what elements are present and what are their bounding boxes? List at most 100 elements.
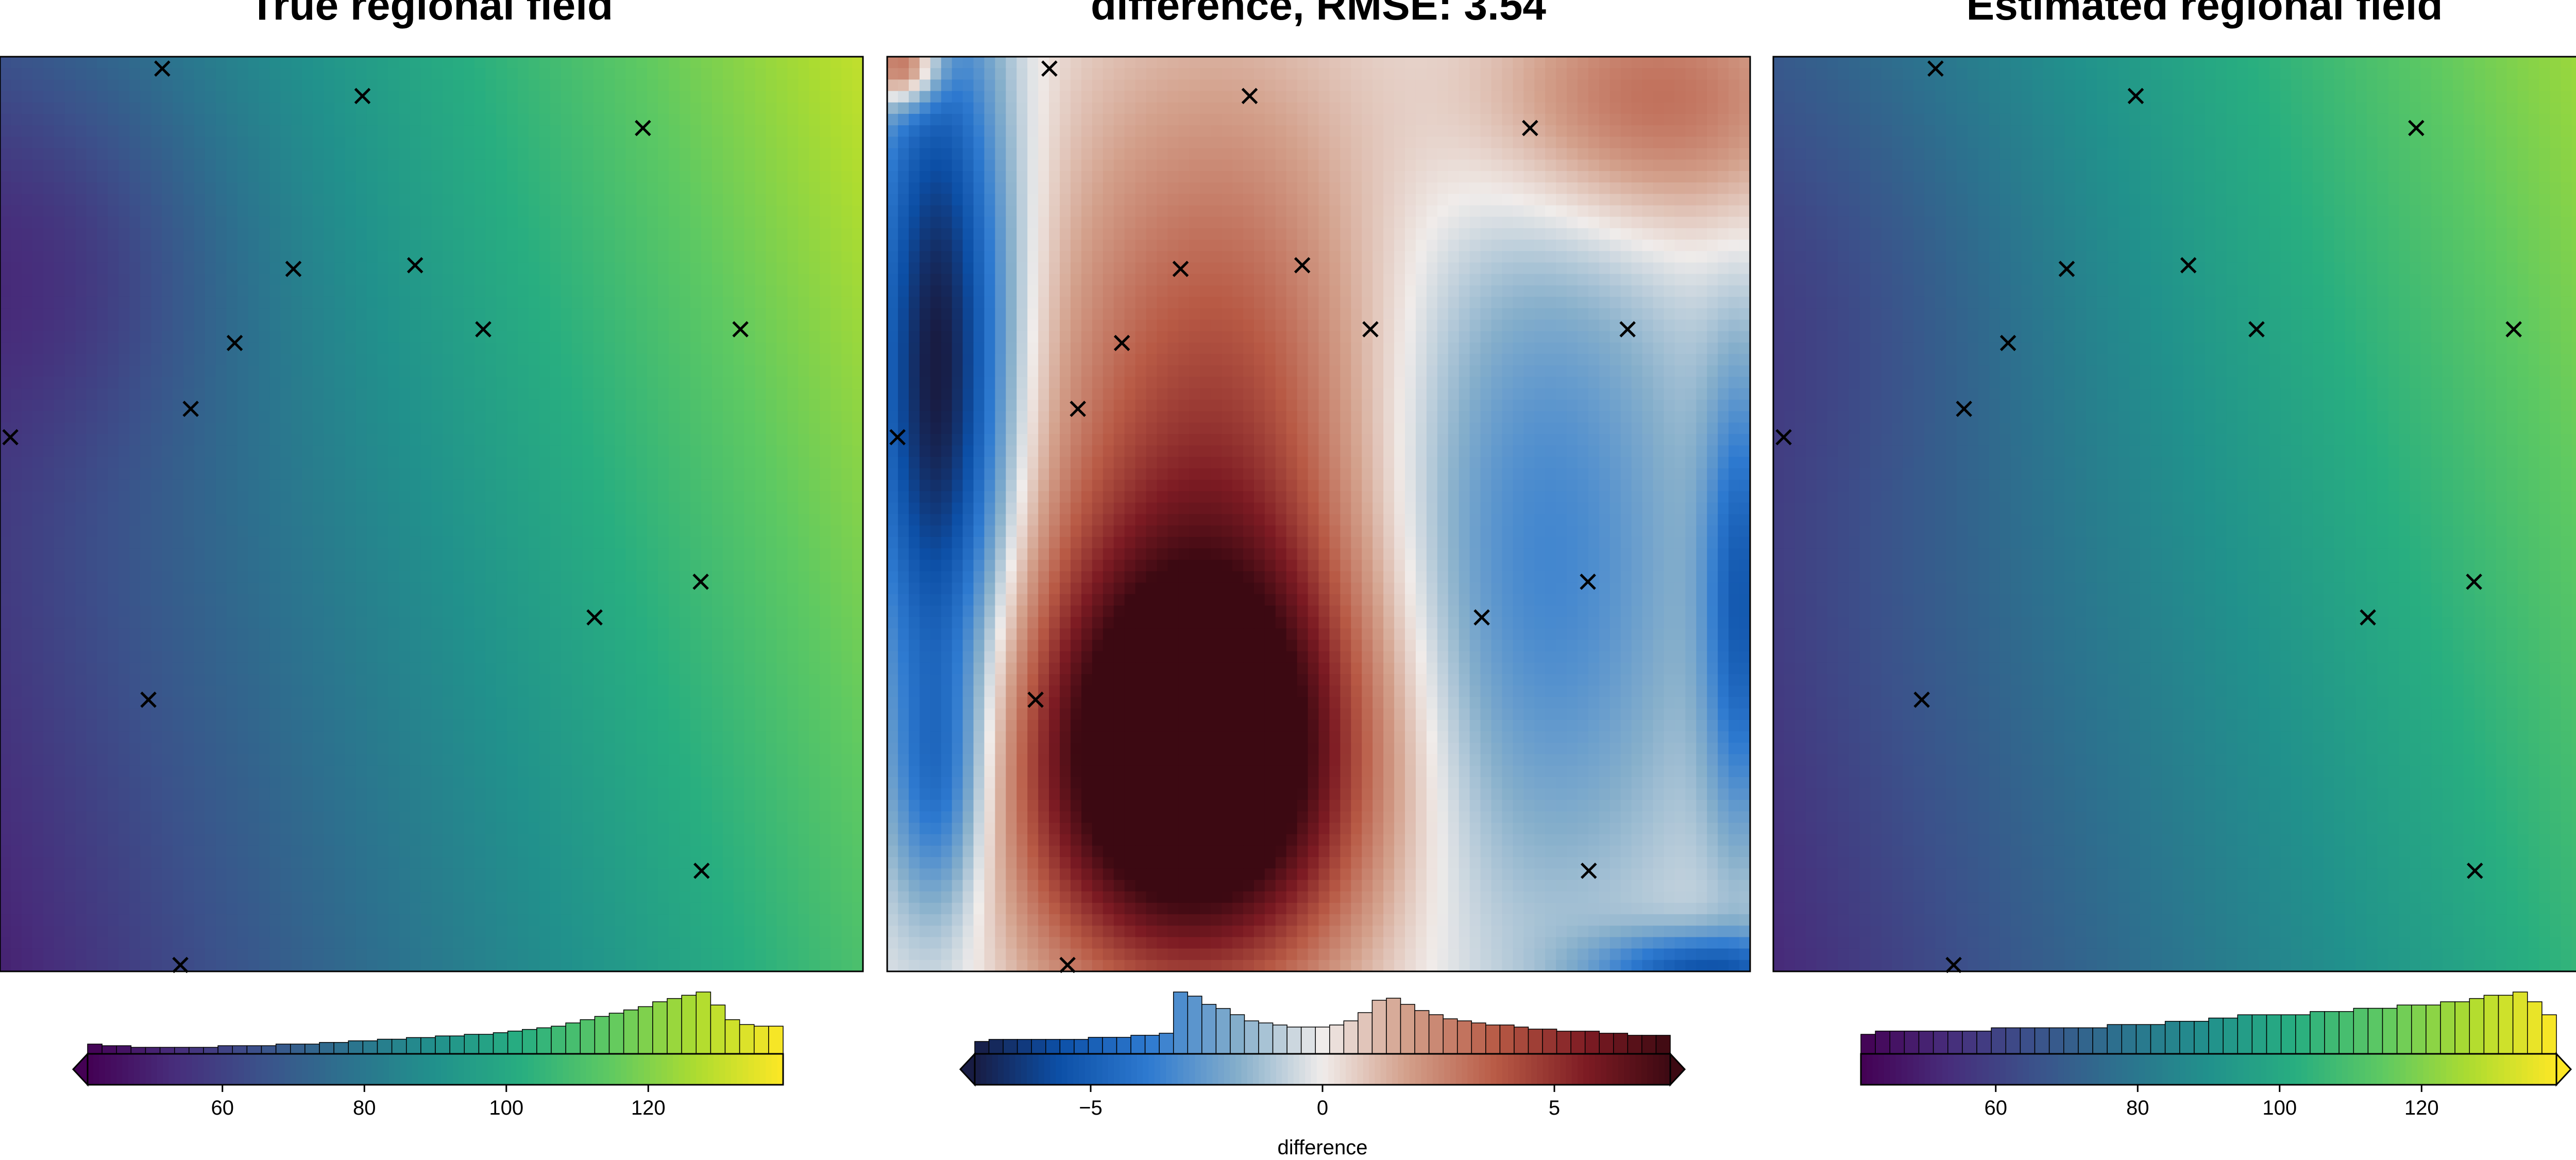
grid-cell [194, 159, 206, 172]
grid-cell [474, 205, 486, 217]
grid-cell [399, 594, 411, 606]
grid-cell [32, 262, 44, 275]
grid-cell [733, 571, 745, 583]
grid-cell [388, 194, 400, 206]
grid-cell [345, 491, 357, 503]
grid-cell [442, 582, 453, 595]
grid-cell [194, 274, 206, 286]
grid-cell [345, 342, 357, 355]
grid-cell [485, 91, 497, 103]
grid-cell [162, 445, 173, 458]
grid-cell [410, 91, 421, 103]
grid-cell [173, 388, 184, 400]
grid-cell [420, 262, 432, 275]
grid-cell [658, 640, 669, 652]
grid-cell [97, 125, 108, 137]
grid-cell [377, 205, 389, 217]
grid-cell [183, 594, 195, 606]
grid-cell [215, 697, 227, 709]
grid-cell [97, 491, 108, 503]
grid-cell [442, 479, 453, 492]
grid-cell [636, 148, 648, 160]
grid-cell [173, 411, 184, 423]
grid-cell [259, 582, 270, 595]
grid-cell [453, 674, 464, 686]
grid-cell [539, 743, 551, 755]
grid-cell [474, 548, 486, 560]
grid-cell [841, 743, 853, 755]
grid-cell [776, 502, 788, 515]
grid-cell [820, 285, 831, 297]
grid-cell [550, 57, 562, 69]
grid-cell [680, 571, 691, 583]
grid-cell [118, 240, 130, 251]
grid-cell [291, 159, 302, 172]
grid-cell [841, 674, 853, 686]
grid-cell [744, 79, 756, 92]
grid-cell [550, 102, 562, 114]
grid-cell [669, 274, 680, 286]
grid-cell [593, 342, 605, 355]
grid-cell [787, 365, 799, 377]
grid-cell [820, 79, 831, 92]
grid-cell [129, 182, 141, 194]
grid-cell [10, 285, 22, 297]
grid-cell [140, 411, 151, 423]
grid-cell [561, 137, 572, 149]
grid-cell [162, 205, 173, 217]
grid-cell [345, 743, 357, 755]
grid-cell [528, 502, 540, 515]
grid-cell [798, 388, 809, 400]
grid-cell [820, 308, 831, 320]
grid-cell [377, 731, 389, 743]
grid-cell [680, 719, 691, 732]
grid-cell [355, 594, 367, 606]
grid-cell [151, 79, 162, 92]
grid-cell [248, 754, 260, 766]
grid-cell [733, 216, 745, 229]
grid-cell [97, 640, 108, 652]
grid-cell [32, 125, 44, 137]
grid-cell [593, 434, 605, 446]
grid-cell [162, 274, 173, 286]
grid-cell [690, 262, 702, 275]
grid-cell [442, 331, 453, 343]
grid-cell [636, 606, 648, 617]
grid-cell [680, 685, 691, 698]
grid-cell [10, 708, 22, 720]
grid-cell [183, 274, 195, 286]
grid-cell [162, 365, 173, 377]
grid-cell [334, 560, 346, 572]
grid-cell [194, 399, 206, 412]
grid-cell [431, 79, 443, 92]
grid-cell [442, 365, 453, 377]
grid-cell [248, 423, 260, 434]
grid-cell [669, 479, 680, 492]
grid-cell [841, 251, 853, 263]
grid-cell [162, 594, 173, 606]
grid-cell [313, 137, 324, 149]
grid-cell [755, 434, 767, 446]
grid-cell [593, 102, 605, 114]
grid-cell [0, 102, 11, 114]
grid-cell [701, 194, 713, 206]
grid-cell [237, 560, 249, 572]
grid-cell [669, 296, 680, 309]
grid-cell [776, 342, 788, 355]
grid-cell [420, 102, 432, 114]
grid-cell [561, 274, 572, 286]
grid-cell [10, 594, 22, 606]
grid-cell [355, 285, 367, 297]
grid-cell [140, 594, 151, 606]
grid-cell [237, 674, 249, 686]
grid-cell [313, 182, 324, 194]
grid-cell [831, 285, 842, 297]
grid-cell [420, 285, 432, 297]
grid-cell [431, 354, 443, 366]
grid-cell [215, 274, 227, 286]
grid-cell [647, 434, 658, 446]
grid-cell [431, 697, 443, 709]
grid-cell [97, 719, 108, 732]
grid-cell [453, 388, 464, 400]
grid-cell [766, 662, 777, 675]
